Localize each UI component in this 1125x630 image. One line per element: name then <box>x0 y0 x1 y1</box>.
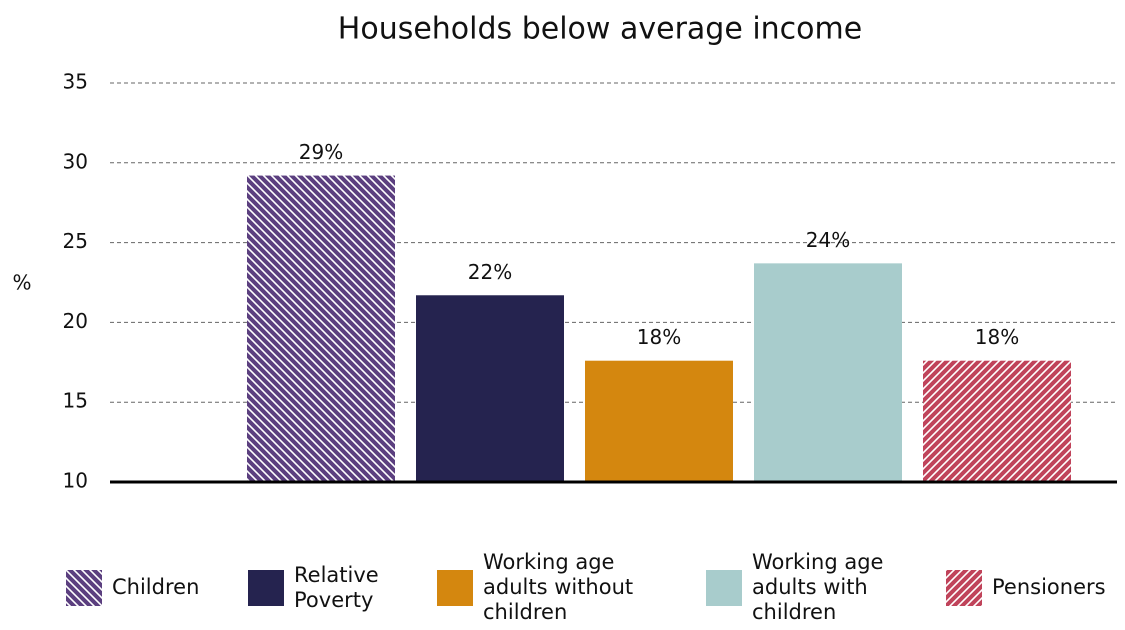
y-tick-label: 35 <box>63 70 88 94</box>
value-label: 29% <box>299 140 343 164</box>
legend-label: Relative Poverty <box>294 562 379 612</box>
legend-swatch-fill <box>706 569 742 606</box>
value-label: 22% <box>468 260 512 284</box>
y-tick-label: 15 <box>63 389 88 413</box>
legend-swatch <box>706 569 742 606</box>
legend-swatch-fill <box>437 569 473 606</box>
bar <box>585 360 733 482</box>
chart-title: Households below average income <box>338 12 862 47</box>
legend-swatch <box>437 569 473 606</box>
legend-item: Working age adults without children <box>437 545 658 630</box>
value-label: 18% <box>975 325 1019 349</box>
legend-label: Working age adults with children <box>752 550 884 624</box>
bar <box>416 295 564 482</box>
legend-item: Pensioners <box>946 545 1125 630</box>
value-label: 18% <box>637 325 681 349</box>
y-tick-label: 25 <box>63 229 88 253</box>
legend-item: Children <box>66 545 242 630</box>
y-tick-label: 20 <box>63 309 88 333</box>
legend-swatch <box>946 569 982 606</box>
y-tick-label: 30 <box>63 149 88 173</box>
legend-swatch-fill <box>66 569 102 606</box>
legend-swatch-fill <box>946 569 982 606</box>
bar <box>923 360 1071 482</box>
value-label: 24% <box>806 228 850 252</box>
legend-label: Pensioners <box>992 575 1106 599</box>
legend-label: Working age adults without children <box>483 550 634 624</box>
legend-swatch <box>248 569 284 606</box>
bar <box>754 263 902 482</box>
chart: Households below average income % 10 15 20… <box>12 12 1117 493</box>
legend-label: Children <box>112 575 200 599</box>
bar <box>247 175 395 482</box>
legend-swatch-fill <box>248 569 284 606</box>
legend-item: Relative Poverty <box>248 545 404 630</box>
y-axis-label: % <box>12 271 31 295</box>
legend-swatch <box>66 569 102 606</box>
y-tick-label: 10 <box>63 469 88 493</box>
legend-item: Working age adults with children <box>706 545 902 630</box>
